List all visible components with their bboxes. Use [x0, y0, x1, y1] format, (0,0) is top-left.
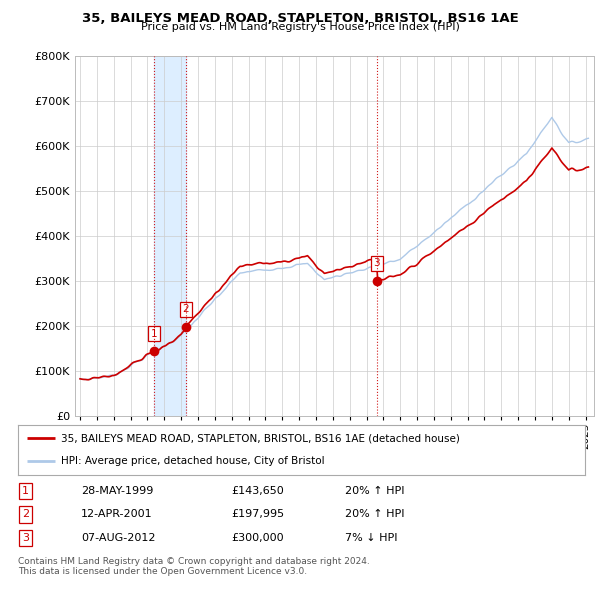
Text: 7% ↓ HPI: 7% ↓ HPI: [345, 533, 398, 543]
Text: 20% ↑ HPI: 20% ↑ HPI: [345, 486, 404, 496]
Text: 3: 3: [373, 258, 380, 268]
Text: 2: 2: [182, 304, 189, 314]
Text: 28-MAY-1999: 28-MAY-1999: [81, 486, 154, 496]
Text: 35, BAILEYS MEAD ROAD, STAPLETON, BRISTOL, BS16 1AE (detached house): 35, BAILEYS MEAD ROAD, STAPLETON, BRISTO…: [61, 433, 460, 443]
Text: 35, BAILEYS MEAD ROAD, STAPLETON, BRISTOL, BS16 1AE: 35, BAILEYS MEAD ROAD, STAPLETON, BRISTO…: [82, 12, 518, 25]
Text: 07-AUG-2012: 07-AUG-2012: [81, 533, 155, 543]
Text: 1: 1: [151, 329, 157, 339]
Text: 12-APR-2001: 12-APR-2001: [81, 510, 152, 519]
Text: Contains HM Land Registry data © Crown copyright and database right 2024.: Contains HM Land Registry data © Crown c…: [18, 558, 370, 566]
Text: 2: 2: [22, 510, 29, 519]
Text: Price paid vs. HM Land Registry's House Price Index (HPI): Price paid vs. HM Land Registry's House …: [140, 22, 460, 32]
Bar: [154, 56, 186, 416]
Text: £143,650: £143,650: [231, 486, 284, 496]
Text: 1: 1: [22, 486, 29, 496]
Text: HPI: Average price, detached house, City of Bristol: HPI: Average price, detached house, City…: [61, 457, 324, 467]
Text: 20% ↑ HPI: 20% ↑ HPI: [345, 510, 404, 519]
Text: 3: 3: [22, 533, 29, 543]
Text: This data is licensed under the Open Government Licence v3.0.: This data is licensed under the Open Gov…: [18, 567, 307, 576]
Text: £197,995: £197,995: [231, 510, 284, 519]
Text: £300,000: £300,000: [231, 533, 284, 543]
